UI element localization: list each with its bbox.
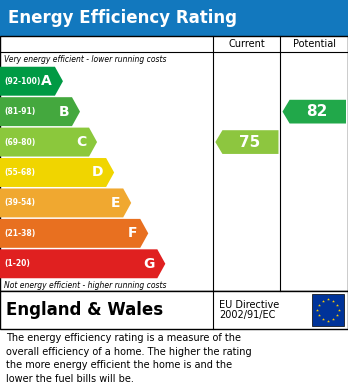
Text: EU Directive: EU Directive	[219, 300, 279, 310]
Bar	[312, 294, 344, 326]
Text: (21-38): (21-38)	[4, 229, 35, 238]
Polygon shape	[215, 130, 278, 154]
Bar	[0, 36, 348, 291]
Bar	[0, 291, 348, 329]
Text: B: B	[58, 105, 69, 118]
Text: Current: Current	[229, 39, 265, 49]
Text: (81-91): (81-91)	[4, 107, 35, 116]
Text: (55-68): (55-68)	[4, 168, 35, 177]
Text: 2002/91/EC: 2002/91/EC	[219, 310, 276, 320]
Text: (39-54): (39-54)	[4, 198, 35, 208]
Text: 82: 82	[306, 104, 327, 119]
Bar	[0, 0, 348, 36]
Text: F: F	[128, 226, 137, 240]
Text: Very energy efficient - lower running costs: Very energy efficient - lower running co…	[4, 55, 166, 64]
Text: (1-20): (1-20)	[4, 259, 30, 268]
Text: G: G	[143, 257, 154, 271]
Text: England & Wales: England & Wales	[6, 301, 163, 319]
Text: 75: 75	[239, 135, 260, 150]
Polygon shape	[0, 249, 165, 278]
Text: Potential: Potential	[293, 39, 336, 49]
Polygon shape	[0, 97, 80, 126]
Polygon shape	[0, 188, 131, 217]
Text: A: A	[41, 74, 52, 88]
Text: The energy efficiency rating is a measure of the
overall efficiency of a home. T: The energy efficiency rating is a measur…	[6, 333, 252, 384]
Polygon shape	[283, 100, 346, 124]
Polygon shape	[0, 158, 114, 187]
Text: D: D	[92, 165, 103, 179]
Polygon shape	[0, 67, 63, 96]
Text: Not energy efficient - higher running costs: Not energy efficient - higher running co…	[4, 281, 166, 290]
Text: C: C	[76, 135, 86, 149]
Text: Energy Efficiency Rating: Energy Efficiency Rating	[8, 9, 237, 27]
Polygon shape	[0, 219, 148, 248]
Text: (92-100): (92-100)	[4, 77, 40, 86]
Text: E: E	[111, 196, 120, 210]
Polygon shape	[0, 127, 97, 156]
Text: (69-80): (69-80)	[4, 138, 35, 147]
